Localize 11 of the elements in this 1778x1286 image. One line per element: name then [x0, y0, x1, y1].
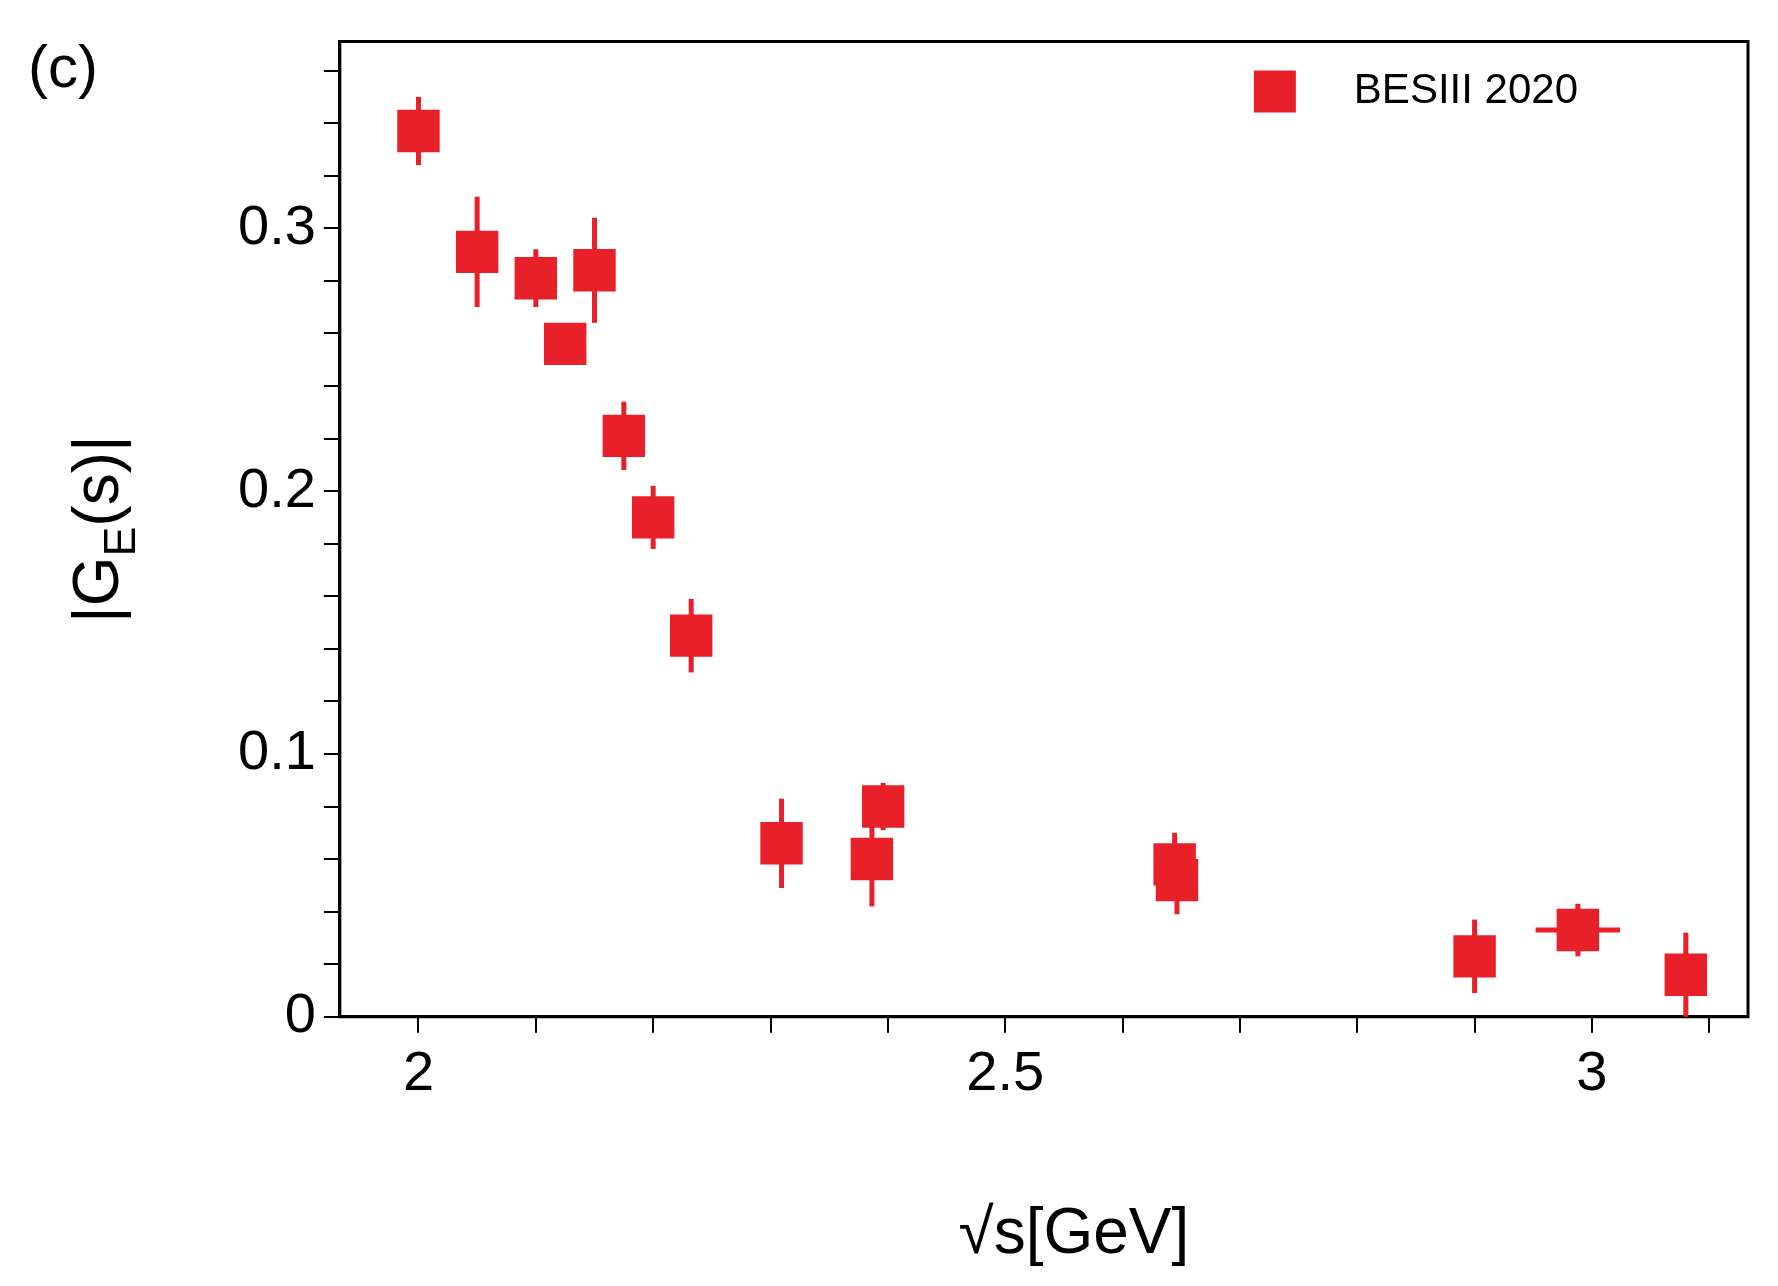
x-tick-label: 2.5	[966, 1038, 1045, 1102]
y-tick-label: 0.2	[237, 455, 316, 519]
y-axis-title: |GE(s)|	[59, 435, 144, 623]
text: (c)	[28, 32, 98, 100]
x-tick-label: 3	[1576, 1038, 1608, 1102]
y-tick-label: 0.1	[237, 718, 316, 782]
x-axis-title: √s[GeV]	[958, 1194, 1190, 1267]
legend-label: BESIII 2020	[1353, 65, 1579, 113]
x-tick-label: 2	[402, 1038, 435, 1102]
y-tick-label: 0.3	[237, 192, 316, 256]
y-tick-label: 0	[284, 981, 316, 1045]
